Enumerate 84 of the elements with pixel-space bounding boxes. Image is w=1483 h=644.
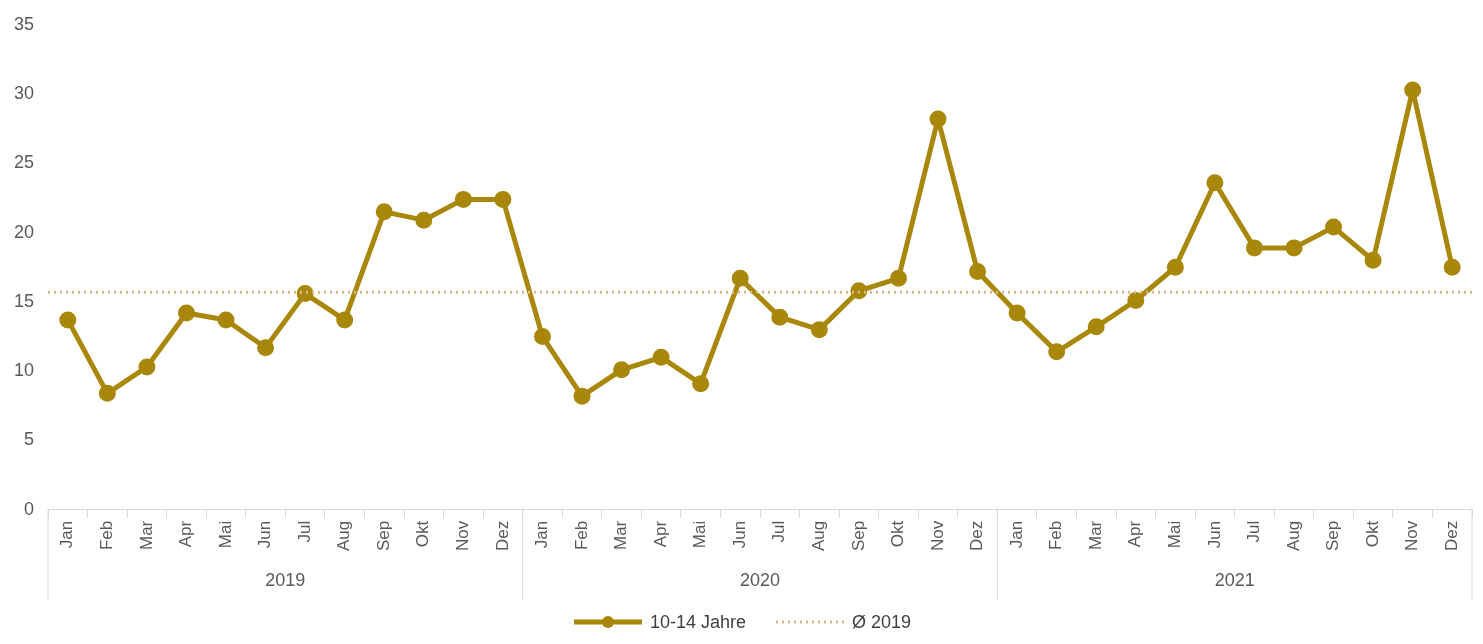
point	[1325, 218, 1343, 236]
x-tick-label: Nov	[927, 520, 947, 551]
point	[257, 339, 275, 357]
x-tick-label: Dez	[492, 520, 512, 551]
x-tick-label: Apr	[176, 520, 196, 548]
x-tick-label: Feb	[1046, 520, 1066, 551]
y-tick-label: 20	[13, 221, 35, 242]
point	[969, 262, 987, 280]
x-tick-label: Mai	[690, 520, 710, 549]
point	[1245, 239, 1263, 257]
x-tick-label: Aug	[334, 520, 354, 551]
point	[573, 387, 591, 405]
x-tick-label: Jan	[1006, 520, 1026, 549]
point	[454, 190, 472, 208]
point	[929, 110, 947, 128]
x-tick-label: Jan	[57, 520, 77, 549]
point	[771, 308, 789, 326]
x-tick-label: Mar	[611, 520, 631, 551]
point	[217, 311, 235, 329]
x-tick-label: Sep	[848, 520, 868, 551]
point	[692, 375, 710, 393]
point	[1364, 251, 1382, 269]
legend-label: 10-14 Jahre	[649, 611, 747, 633]
x-tick-label: Jul	[1244, 520, 1264, 543]
point	[1127, 292, 1145, 310]
x-tick-label: Dez	[1441, 520, 1461, 551]
text: 2021	[1214, 569, 1255, 590]
point	[1048, 343, 1066, 361]
x-tick-label: Nov	[1402, 520, 1422, 551]
x-tick-label: Jun	[1204, 520, 1224, 549]
point	[613, 361, 631, 379]
x-tick-label: Nov	[453, 520, 473, 551]
point	[652, 348, 670, 366]
x-tick-label: Aug	[1283, 520, 1303, 551]
point	[1443, 258, 1461, 276]
point	[138, 358, 156, 376]
point	[1008, 304, 1026, 322]
x-tick-label: Sep	[1323, 520, 1343, 551]
x-tick-label: Aug	[809, 520, 829, 551]
point	[810, 321, 828, 339]
y-tick-label: 25	[13, 152, 35, 173]
x-tick-label: Okt	[888, 520, 908, 548]
x-tick-label: Jun	[729, 520, 749, 549]
point	[889, 269, 907, 287]
x-tick-label: Jun	[255, 520, 275, 549]
legend-label: Ø 2019	[852, 611, 912, 633]
y-tick-label: 30	[13, 83, 35, 104]
point	[59, 311, 77, 329]
point	[177, 304, 195, 322]
x-tick-label: Sep	[373, 520, 393, 551]
point	[533, 328, 551, 346]
point	[494, 190, 512, 208]
point	[731, 269, 749, 287]
x-tick-label: Feb	[571, 520, 591, 551]
x-tick-label: Apr	[1125, 520, 1145, 548]
y-tick-label: 10	[13, 360, 35, 381]
y-tick-label: 15	[13, 290, 35, 311]
x-tick-label: Okt	[413, 520, 433, 548]
x-tick-label: Mar	[136, 520, 156, 551]
y-tick-label: 35	[13, 13, 35, 34]
y-tick-label: 5	[24, 429, 35, 450]
y-tick-label: 0	[24, 498, 35, 519]
x-tick-label: Mai	[1165, 520, 1185, 549]
point	[1206, 174, 1224, 192]
point	[98, 384, 116, 402]
point	[375, 203, 393, 221]
point	[336, 311, 354, 329]
x-tick-label: Mar	[1085, 520, 1105, 551]
text: 2019	[265, 569, 306, 590]
x-tick-label: Okt	[1362, 520, 1382, 548]
point	[1087, 318, 1105, 336]
point	[1404, 81, 1422, 99]
x-tick-label: Jul	[294, 520, 314, 543]
point	[1166, 258, 1184, 276]
x-tick-label: Jul	[769, 520, 789, 543]
x-tick-label: Dez	[967, 520, 987, 551]
x-tick-label: Jan	[532, 520, 552, 549]
x-tick-label: Apr	[650, 520, 670, 548]
text: 2020	[739, 569, 781, 590]
point	[415, 211, 433, 229]
x-tick-label: Feb	[97, 520, 117, 551]
point	[1285, 239, 1303, 257]
point	[850, 282, 868, 300]
x-tick-label: Mai	[215, 520, 235, 549]
